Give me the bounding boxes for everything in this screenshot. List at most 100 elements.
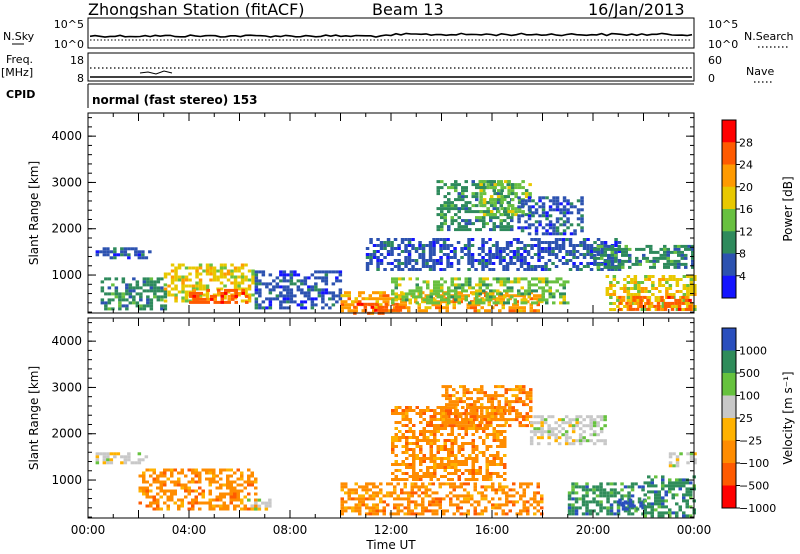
data-cell xyxy=(344,294,348,298)
data-cell xyxy=(457,207,461,211)
data-cell xyxy=(463,482,467,486)
data-cell xyxy=(555,196,560,200)
data-cell xyxy=(461,427,465,430)
data-cell xyxy=(436,418,440,421)
data-cell xyxy=(571,430,576,434)
data-cell xyxy=(441,394,445,398)
data-cell xyxy=(340,503,344,507)
data-cell xyxy=(436,295,440,299)
data-cell xyxy=(340,497,344,501)
data-cell xyxy=(661,478,665,482)
data-cell xyxy=(293,294,297,298)
data-cell xyxy=(261,300,266,304)
data-cell xyxy=(489,183,493,187)
data-cell xyxy=(478,436,482,439)
data-cell xyxy=(361,291,365,295)
data-cell xyxy=(670,262,674,266)
colorbar-tick-label: −25 xyxy=(739,435,762,448)
data-cell xyxy=(602,494,607,498)
data-cell xyxy=(237,269,241,273)
data-cell xyxy=(194,489,198,493)
data-cell xyxy=(365,491,369,495)
data-cell xyxy=(589,427,593,431)
data-cell xyxy=(491,306,495,310)
data-cell xyxy=(279,300,283,304)
data-cell xyxy=(424,309,428,313)
data-cell xyxy=(487,406,491,410)
data-cell xyxy=(675,514,679,518)
data-cell xyxy=(538,298,542,302)
data-cell xyxy=(127,247,131,251)
data-cell xyxy=(272,279,276,283)
data-cell xyxy=(95,253,100,257)
data-cell xyxy=(258,288,262,292)
data-cell xyxy=(537,265,541,268)
data-cell xyxy=(512,309,516,313)
data-cell xyxy=(358,509,362,513)
data-cell xyxy=(328,306,332,310)
data-cell xyxy=(650,478,654,482)
data-cell xyxy=(431,509,435,513)
data-cell xyxy=(139,292,143,296)
data-cell xyxy=(401,298,405,302)
data-cell xyxy=(548,232,553,236)
data-cell xyxy=(192,291,196,295)
data-cell xyxy=(492,454,496,457)
nsearch-tick-top: 10^5 xyxy=(708,18,738,31)
data-cell xyxy=(678,487,682,491)
data-cell xyxy=(445,394,449,398)
data-cell xyxy=(233,489,237,493)
data-cell xyxy=(654,299,659,302)
data-cell xyxy=(449,497,453,501)
data-cell xyxy=(541,211,546,215)
data-cell xyxy=(264,504,269,508)
data-cell xyxy=(358,291,362,295)
data-cell xyxy=(233,498,237,502)
data-cell xyxy=(627,491,631,495)
data-cell xyxy=(475,469,479,472)
data-cell xyxy=(625,501,629,505)
data-cell xyxy=(693,284,697,287)
data-cell xyxy=(447,466,451,469)
data-cell xyxy=(382,291,386,295)
colorbar-tick-label: 20 xyxy=(739,181,753,194)
data-cell xyxy=(113,250,117,254)
data-cell xyxy=(440,207,444,211)
data-cell xyxy=(398,308,403,312)
data-cell xyxy=(452,503,456,507)
data-cell xyxy=(476,388,480,392)
data-cell xyxy=(254,279,259,283)
data-cell xyxy=(268,300,273,304)
data-cell xyxy=(686,452,690,456)
data-cell xyxy=(212,480,216,484)
data-cell xyxy=(125,307,129,311)
data-cell xyxy=(480,306,484,310)
data-cell xyxy=(612,302,617,305)
data-cell xyxy=(424,509,428,513)
data-cell xyxy=(462,418,466,422)
data-cell xyxy=(407,512,411,516)
data-cell xyxy=(395,302,399,306)
data-cell xyxy=(446,247,450,250)
data-cell xyxy=(576,223,581,227)
data-cell xyxy=(493,201,497,205)
data-cell xyxy=(562,286,566,290)
data-cell xyxy=(498,297,502,301)
data-cell xyxy=(603,439,607,443)
data-cell xyxy=(473,412,477,416)
data-cell xyxy=(109,458,114,462)
data-cell xyxy=(505,503,509,507)
data-cell xyxy=(454,406,458,409)
data-cell xyxy=(201,468,205,472)
data-cell xyxy=(575,244,580,247)
data-cell xyxy=(464,415,468,418)
data-cell xyxy=(372,485,376,489)
data-cell xyxy=(469,409,473,413)
data-cell xyxy=(533,500,537,504)
data-cell xyxy=(453,250,457,253)
data-cell xyxy=(174,287,178,291)
colorbar-tick-label: 16 xyxy=(739,203,753,216)
data-cell xyxy=(545,211,549,215)
data-cell xyxy=(485,286,489,290)
data-cell xyxy=(233,284,238,288)
